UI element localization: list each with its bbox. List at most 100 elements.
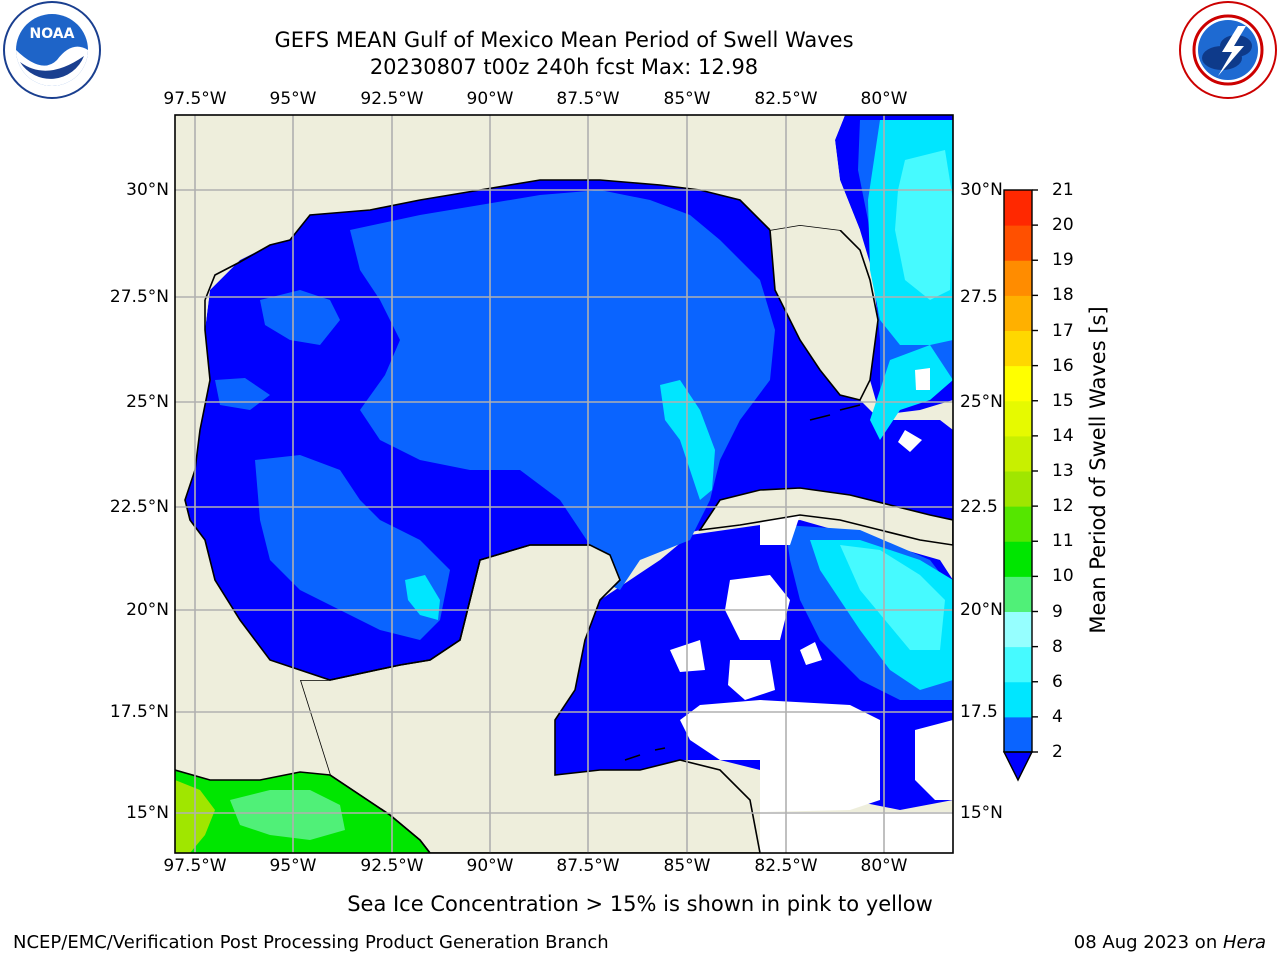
lon-label-bottom: 82.5°W bbox=[754, 856, 818, 876]
lon-label-bottom: 85°W bbox=[663, 856, 711, 876]
graticule bbox=[175, 115, 953, 853]
colorbar-tick-label: 9 bbox=[1052, 601, 1063, 622]
nws-logo bbox=[1179, 1, 1277, 99]
colorbar-tick-label: 15 bbox=[1052, 390, 1074, 411]
noaa-logo-text: NOAA bbox=[30, 26, 75, 42]
lon-label-top: 90°W bbox=[466, 89, 514, 109]
colorbar-tick-label: 16 bbox=[1052, 355, 1074, 376]
colorbar-tick-label: 14 bbox=[1052, 425, 1074, 446]
colorbar-tick-label: 21 bbox=[1052, 180, 1074, 200]
keys-islands bbox=[624, 404, 861, 761]
sea-ice-note: Sea Ice Concentration > 15% is shown in … bbox=[347, 892, 933, 916]
lon-label-bottom: 95°W bbox=[269, 856, 317, 876]
lat-label-right: 15°N bbox=[960, 803, 1003, 823]
colorbar-bin bbox=[1004, 471, 1032, 507]
bay-campeche-cyan bbox=[405, 575, 440, 620]
colorbar-tick-label: 13 bbox=[1052, 461, 1074, 481]
colorbar-tick-label: 4 bbox=[1052, 706, 1063, 727]
pacific-light-green bbox=[230, 790, 345, 840]
map-subtitle: 20230807 t00z 240h fcst Max: 12.98 bbox=[369, 55, 759, 79]
gulf-core-medium bbox=[350, 190, 775, 590]
pacific-coastline bbox=[175, 769, 431, 853]
noaa-logo: NOAA bbox=[3, 1, 101, 99]
colorbar-bin bbox=[1004, 576, 1032, 612]
lon-label-top: 95°W bbox=[269, 89, 317, 109]
lat-label-right: 17.5 bbox=[960, 702, 998, 722]
colorbar-tick-label: 18 bbox=[1052, 285, 1074, 306]
branch-credit: NCEP/EMC/Verification Post Processing Pr… bbox=[13, 932, 609, 953]
machine-name: Hera bbox=[1222, 932, 1266, 953]
atlantic-light-cyan bbox=[895, 150, 953, 300]
colorbar-bin bbox=[1004, 365, 1032, 402]
lat-label-left: 27.5°N bbox=[109, 287, 169, 307]
colorbar-bin bbox=[1004, 330, 1032, 367]
map-title: GEFS MEAN Gulf of Mexico Mean Period of … bbox=[274, 28, 854, 52]
colorbar-bin bbox=[1004, 716, 1032, 753]
colorbar-bin bbox=[1004, 400, 1032, 437]
nodata-patch-6 bbox=[915, 368, 930, 390]
colorbar-tick-label: 17 bbox=[1052, 320, 1074, 341]
nodata-patch-4 bbox=[800, 642, 822, 665]
nodata-patch-2 bbox=[728, 660, 775, 700]
lat-label-left: 15°N bbox=[126, 803, 169, 823]
lat-label-right: 30°N bbox=[960, 180, 1003, 200]
lon-label-bottom: 90°W bbox=[466, 856, 514, 876]
florida-land bbox=[769, 224, 879, 401]
nodata-patch-5 bbox=[898, 430, 922, 452]
lat-label-left: 30°N bbox=[126, 180, 169, 200]
lon-label-bottom: 80°W bbox=[860, 856, 908, 876]
lon-label-top: 87.5°W bbox=[556, 89, 620, 109]
nodata-caribbean-south bbox=[680, 700, 880, 812]
cuba-land bbox=[698, 487, 953, 546]
colorbar-bin bbox=[1004, 506, 1032, 542]
map-frame bbox=[174, 114, 954, 854]
colorbar-tick-label: 19 bbox=[1052, 250, 1074, 271]
colorbar bbox=[1002, 189, 1038, 782]
colorbar-tick-label: 10 bbox=[1052, 566, 1074, 587]
lon-label-top: 97.5°W bbox=[163, 89, 227, 109]
nodata-patch-7 bbox=[760, 515, 800, 545]
lon-label-top: 82.5°W bbox=[754, 89, 818, 109]
lat-label-right: 20°N bbox=[960, 600, 1003, 620]
lat-label-right: 25°N bbox=[960, 392, 1003, 412]
lat-label-left: 25°N bbox=[126, 392, 169, 412]
colorbar-tick-label: 6 bbox=[1052, 671, 1063, 692]
colorbar-tick-label: 11 bbox=[1052, 531, 1074, 552]
colorbar-bin bbox=[1004, 225, 1032, 261]
colorbar-tick-label: 8 bbox=[1052, 636, 1063, 657]
atlantic-cyan-lower bbox=[870, 345, 953, 440]
lon-label-bottom: 92.5°W bbox=[360, 856, 424, 876]
gulf-core-nw bbox=[260, 290, 340, 345]
colorbar-label: Mean Period of Swell Waves [s] bbox=[1086, 306, 1110, 634]
colorbar-bin bbox=[1004, 681, 1032, 718]
lon-label-top: 80°W bbox=[860, 89, 908, 109]
caribbean-light-cyan bbox=[840, 545, 945, 650]
colorbar-tick-label: 12 bbox=[1052, 496, 1074, 517]
run-date-text: 08 Aug 2023 on bbox=[1073, 932, 1223, 953]
colorbar-bin bbox=[1004, 190, 1032, 226]
lat-label-left: 22.5°N bbox=[109, 497, 169, 517]
lat-label-left: 20°N bbox=[126, 600, 169, 620]
mexico-coastline bbox=[184, 300, 590, 681]
lat-label-left: 17.5°N bbox=[109, 702, 169, 722]
colorbar-tick-label: 20 bbox=[1052, 215, 1074, 236]
lon-label-bottom: 97.5°W bbox=[163, 856, 227, 876]
gulf-core-west bbox=[255, 455, 450, 640]
lat-label-right: 22.5 bbox=[960, 497, 998, 517]
lon-label-top: 92.5°W bbox=[360, 89, 424, 109]
run-date: 08 Aug 2023 on Hera bbox=[1074, 932, 1266, 953]
nodata-patch-1 bbox=[725, 575, 790, 640]
lon-label-top: 85°W bbox=[663, 89, 711, 109]
colorbar-extend-arrow bbox=[1002, 751, 1034, 782]
nodata-patch-8 bbox=[760, 812, 953, 853]
nodata-caribbean-se bbox=[915, 720, 953, 800]
colorbar-bin bbox=[1004, 541, 1032, 577]
lon-label-bottom: 87.5°W bbox=[556, 856, 620, 876]
colorbar-bin bbox=[1004, 435, 1032, 472]
lat-label-right: 27.5 bbox=[960, 287, 998, 307]
colorbar-bin bbox=[1004, 646, 1032, 683]
colorbar-tick-label: 2 bbox=[1052, 742, 1063, 762]
colorbar-bin bbox=[1004, 260, 1032, 296]
colorbar-bin bbox=[1004, 295, 1032, 331]
